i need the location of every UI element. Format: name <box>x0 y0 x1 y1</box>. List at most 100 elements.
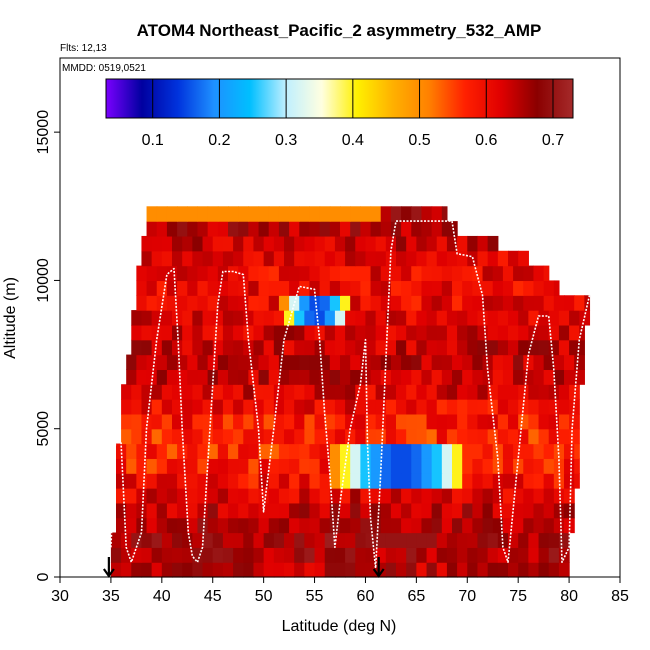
heatmap-cell <box>329 265 341 282</box>
heatmap-cell <box>553 369 565 385</box>
heatmap-cell <box>543 517 555 534</box>
heatmap-cell <box>324 399 336 415</box>
heatmap-cell <box>319 458 331 474</box>
heatmap-cell <box>207 488 219 504</box>
heatmap-cell <box>548 428 560 445</box>
heatmap-cell <box>243 250 255 267</box>
heatmap-cell <box>396 532 407 548</box>
heatmap-cell <box>355 532 367 548</box>
heatmap-cell <box>355 399 367 415</box>
heatmap-cell <box>569 413 580 430</box>
heatmap-cell <box>569 428 580 445</box>
heatmap-cell <box>441 354 453 370</box>
heatmap-cell <box>401 488 412 504</box>
heatmap-cell <box>457 399 468 415</box>
x-tick-label: 80 <box>560 588 578 605</box>
heatmap-cell <box>202 547 214 563</box>
heatmap-cell <box>411 488 423 504</box>
heatmap-cell <box>492 443 504 459</box>
heatmap-cell <box>385 310 397 326</box>
heatmap-cell <box>299 458 311 474</box>
heatmap-cell <box>441 502 453 519</box>
heatmap-cell <box>202 532 214 548</box>
heatmap-cell <box>314 562 326 578</box>
heatmap-cell <box>187 443 199 459</box>
heatmap-cell <box>360 354 372 370</box>
heatmap-cell <box>289 354 300 370</box>
heatmap-cell <box>340 354 351 370</box>
heatmap-cell <box>233 324 244 341</box>
heatmap-cell <box>202 324 214 341</box>
heatmap-cell <box>146 295 158 311</box>
heatmap-cell <box>477 339 489 356</box>
heatmap-cell <box>253 562 265 578</box>
heatmap-cell <box>309 295 321 311</box>
heatmap-cell <box>222 413 234 430</box>
heatmap-cell <box>309 443 321 459</box>
heatmap-cell <box>411 206 423 222</box>
heatmap-cell <box>314 547 326 563</box>
heatmap-cell <box>462 369 473 385</box>
heatmap-cell <box>436 399 448 415</box>
heatmap-cell <box>172 399 183 415</box>
heatmap-cell <box>172 384 183 400</box>
heatmap-cell <box>212 399 224 415</box>
heatmap-cell <box>492 502 504 519</box>
heatmap-cell <box>431 473 443 489</box>
heatmap-cell <box>258 265 270 282</box>
heatmap-cell <box>569 324 580 341</box>
heatmap-cell <box>370 473 382 489</box>
heatmap-cell <box>558 310 570 326</box>
heatmap-cell <box>579 324 585 341</box>
heatmap-cell <box>487 235 499 252</box>
heatmap-cell <box>355 324 367 341</box>
heatmap-cell <box>360 473 372 489</box>
heatmap-cell <box>564 502 575 519</box>
heatmap-cell <box>426 532 438 548</box>
heatmap-cell <box>222 532 234 548</box>
heatmap-cell <box>518 384 529 400</box>
heatmap-cell <box>436 324 448 341</box>
heatmap-cell <box>233 428 244 445</box>
heatmap-cell <box>365 250 377 267</box>
heatmap-cell <box>497 250 509 267</box>
heatmap-cell <box>319 473 331 489</box>
heatmap-cell <box>294 562 305 578</box>
heatmap-cell <box>553 488 565 504</box>
heatmap-cell <box>212 339 224 356</box>
heatmap-cell <box>161 399 173 415</box>
heatmap-cell <box>370 502 382 519</box>
heatmap-cell <box>166 295 178 311</box>
heatmap-cell <box>365 310 377 326</box>
heatmap-cell <box>319 265 331 282</box>
heatmap-cell <box>462 473 473 489</box>
heatmap-cell <box>278 473 290 489</box>
heatmap-cell <box>212 547 224 563</box>
heatmap-cell <box>116 473 127 489</box>
heatmap-cell <box>126 502 137 519</box>
heatmap-cell <box>151 324 163 341</box>
heatmap-cell <box>228 295 239 311</box>
heatmap-cell <box>421 502 433 519</box>
heatmap-cell <box>380 369 392 385</box>
heatmap-cell <box>268 369 280 385</box>
heatmap-cell <box>192 547 204 563</box>
heatmap-cell <box>238 473 249 489</box>
heatmap-cell <box>126 458 137 474</box>
heatmap-cell <box>258 473 270 489</box>
y-tick-label: 10000 <box>35 258 52 303</box>
heatmap-cell <box>380 221 392 237</box>
heatmap-cell <box>446 235 458 252</box>
heatmap-cell <box>263 428 275 445</box>
heatmap-cell <box>334 310 346 326</box>
heatmap-cell <box>401 473 412 489</box>
heatmap-cell <box>462 517 473 534</box>
heatmap-cell <box>543 458 555 474</box>
heatmap-cell <box>192 310 204 326</box>
heatmap-cell <box>543 473 555 489</box>
heatmap-cell <box>487 310 499 326</box>
heatmap-cell <box>411 280 423 296</box>
heatmap-cell <box>222 310 234 326</box>
heatmap-cell <box>452 517 463 534</box>
heatmap-cell <box>238 488 249 504</box>
